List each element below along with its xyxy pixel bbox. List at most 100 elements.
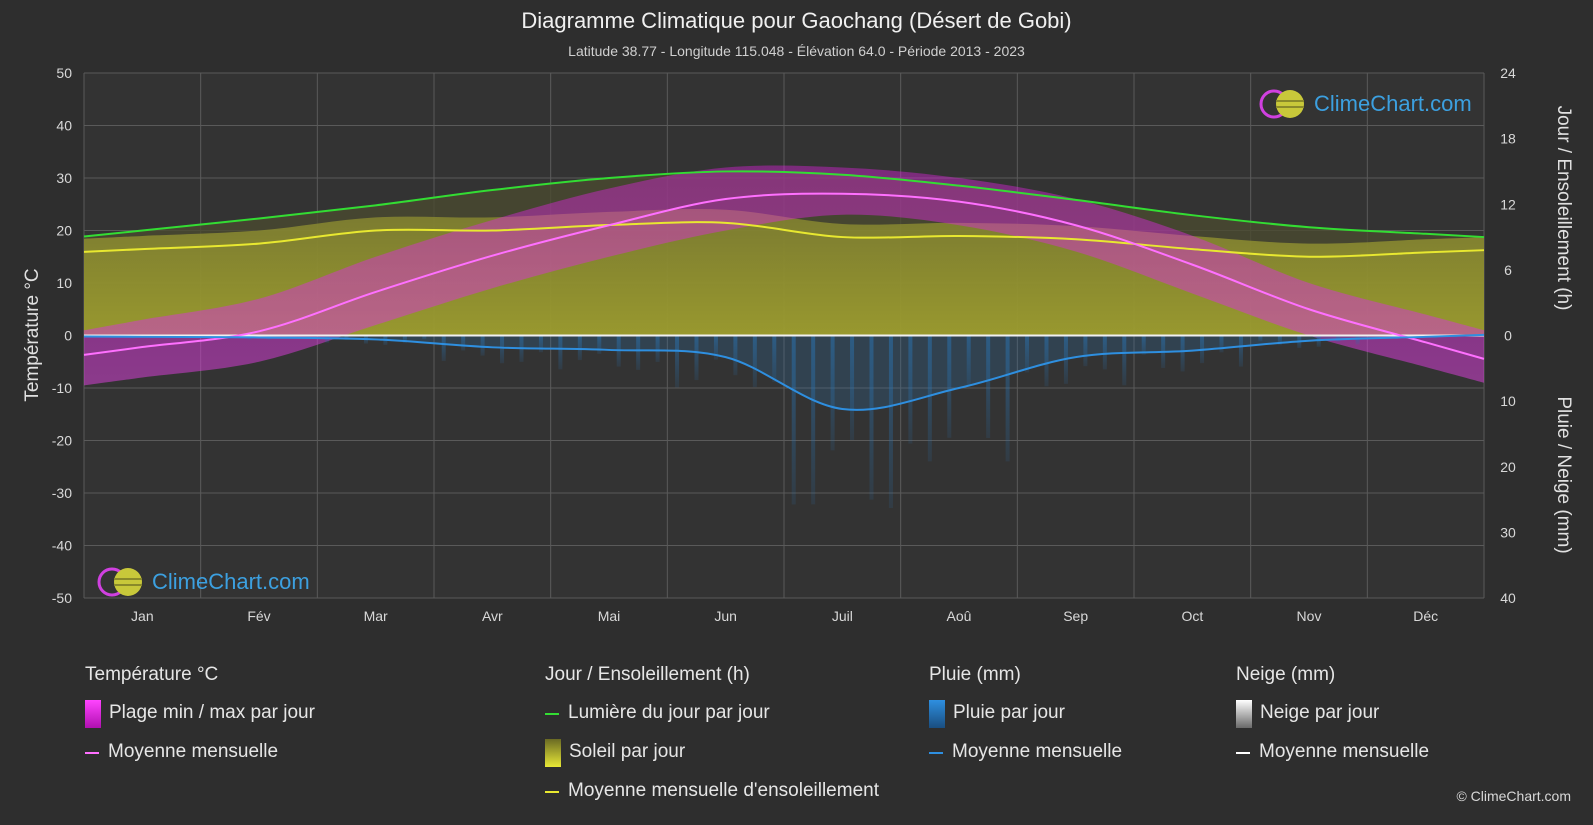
legend-label: Pluie par jour [953,702,1065,723]
brand-text-bottom: ClimeChart.com [152,569,310,594]
rain-bar [441,335,446,361]
y-right-bottom-tick-label: 20 [1500,459,1516,475]
rain-bar [1355,335,1360,345]
rain-bar [811,335,816,505]
rain-bar [752,335,757,388]
sunshine-mean-swatch [545,791,559,793]
rain-bar [655,335,660,362]
rain-mean-fill [84,334,1484,410]
rain-bar [1025,335,1030,373]
y-right-top-tick-label: 24 [1500,65,1516,81]
x-tick-label: Fév [247,608,270,624]
y-right-bottom-tick-label: 30 [1500,524,1516,540]
legend-item-rain: Pluie par jour [929,700,1122,741]
rain-bar [791,335,796,505]
legend-temperature: Température °C Plage min / max par jour … [85,664,315,780]
rain-bar [772,335,777,383]
rain-bar [850,335,855,441]
legend-snow-header: Neige (mm) [1236,664,1336,685]
legend-item-temp-range: Plage min / max par jour [85,700,315,741]
y-right-bottom-axis-label: Pluie / Neige (mm) [1553,396,1574,553]
legend-label: Neige par jour [1260,702,1380,723]
rain-bar [966,335,971,387]
rain-bar [1219,335,1224,353]
x-tick-label: Aoû [947,608,972,624]
rain-bar [733,335,738,376]
legend-label: Plage min / max par jour [109,702,315,723]
legend-rain: Pluie (mm) Pluie par jour Moyenne mensue… [929,664,1122,780]
y-left-tick-label: 10 [56,275,72,291]
temp-range-swatch [85,700,101,728]
rain-bar [538,335,543,353]
y-left-tick-label: 20 [56,223,72,239]
legend-item-temp-mean: Moyenne mensuelle [85,741,315,780]
y-right-top-tick-label: 18 [1500,131,1516,147]
rain-bar [986,335,991,438]
rain-bar [305,335,310,339]
legend-snow: Neige (mm) Neige par jour Moyenne mensue… [1236,664,1429,780]
x-tick-label: Juil [832,608,853,624]
x-tick-label: Nov [1297,608,1322,624]
rain-bar [1375,335,1380,338]
temp-mean-swatch [85,752,99,754]
rain-bar [402,335,407,344]
x-tick-label: Sep [1063,608,1088,624]
sunshine-mean-line [83,221,1485,258]
rain-bar [694,335,699,381]
fills [84,165,1484,508]
legend-label: Soleil par jour [569,741,686,762]
rain-bar [888,335,893,508]
rain-bar [461,335,466,351]
rain-bar [830,335,835,451]
rain-bar [1083,335,1088,367]
rain-bar [597,335,602,354]
rain-bar [947,335,952,438]
y-left-axis-label: Température °C [22,268,43,401]
legend-label: Lumière du jour par jour [568,702,770,723]
series-lines [83,170,1485,411]
rain-swatch [929,700,945,728]
legend-item-sunshine-mean: Moyenne mensuelle d'ensoleillement [545,780,879,819]
climate-chart: 50 40 30 20 10 0 -10 -20 -30 -40 -50 24 18 12 6 0 10 20 30… [22,65,1574,624]
y-left-tick-label: 30 [56,170,72,186]
legend-label: Moyenne mensuelle d'ensoleillement [568,780,879,801]
legend-label: Moyenne mensuelle [952,741,1123,762]
temp-mean-line [83,192,1485,360]
x-tick-label: Mai [598,608,621,624]
snow-mean-swatch [1236,752,1250,754]
rain-bar [422,335,427,340]
sunshine-swatch [545,739,561,767]
x-tick-label: Déc [1413,608,1438,624]
rain-mean-line [83,333,1485,411]
legend-item-snow: Neige par jour [1236,700,1429,741]
rain-bar [869,335,874,500]
rain-mean-swatch [929,752,943,754]
legend-label: Moyenne mensuelle [1259,741,1430,762]
brand-text-top: ClimeChart.com [1314,91,1472,116]
legend-rain-header: Pluie (mm) [929,664,1021,685]
y-left-tick-label: -20 [52,433,72,449]
y-left-tick-label: -50 [52,590,72,606]
daylight-line [83,170,1485,239]
y-left-tick-label: 50 [56,65,72,81]
y-right-bottom-tick-label: 10 [1500,393,1516,409]
legend-label: Moyenne mensuelle [108,741,279,762]
y-left-tick-label: -40 [52,538,72,554]
y-right-top-tick-label: 0 [1504,328,1512,344]
y-left-tick-label: -30 [52,485,72,501]
rain-bar [908,335,913,444]
rain-bar [1238,335,1243,367]
rain-bar [1044,335,1049,387]
rain-bar [1141,335,1146,355]
temp-range-fill [84,165,1484,386]
y-left-tick-label: 40 [56,118,72,134]
rain-bar [1102,335,1107,370]
legend-sunshine: Jour / Ensoleillement (h) Lumière du jou… [545,664,879,819]
rain-bar [675,335,680,388]
copyright-credit: © ClimeChart.com [1456,788,1571,804]
chart-title: Diagramme Climatique pour Gaochang (Dése… [521,8,1072,33]
x-tick-label: Jan [131,608,154,624]
rain-bar [713,335,718,360]
rain-bar [1258,335,1263,342]
climechart-logo-icon [97,567,142,597]
